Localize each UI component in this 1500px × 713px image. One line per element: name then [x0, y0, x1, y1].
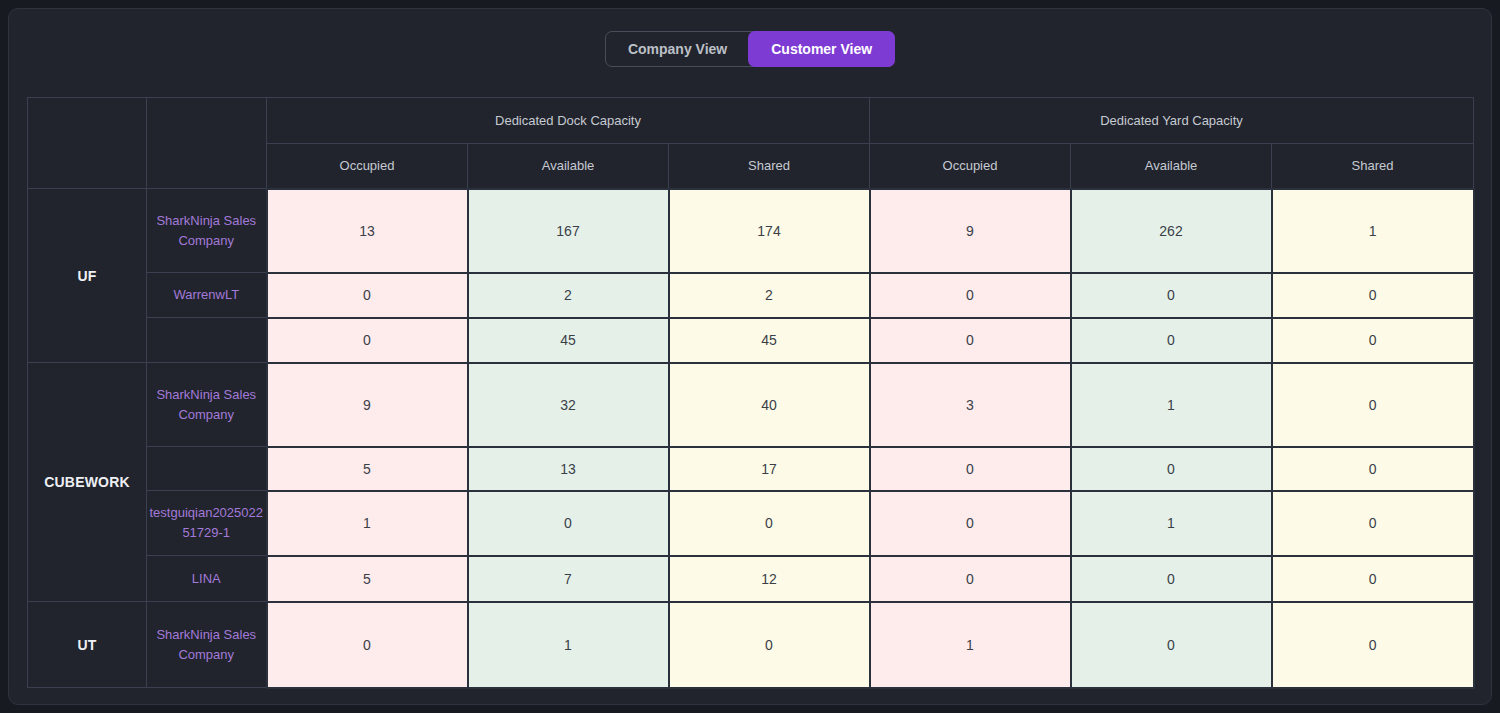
- dock-occupied-cell: 5: [267, 447, 468, 491]
- table-row: 5 13 17 0 0 0: [28, 447, 1474, 491]
- customer-cell: SharkNinja Sales Company: [147, 363, 267, 447]
- table-row: UT SharkNinja Sales Company 0 1 0 1 0 0: [28, 602, 1474, 688]
- customer-view-button[interactable]: Customer View: [748, 31, 895, 67]
- yard-occupied-cell: 3: [870, 363, 1071, 447]
- customer-cell: SharkNinja Sales Company: [147, 602, 267, 688]
- table-row: CUBEWORK SharkNinja Sales Company 9 32 4…: [28, 363, 1474, 447]
- yard-occupied-cell: 1: [870, 602, 1071, 688]
- dock-occupied-cell: 0: [267, 602, 468, 688]
- table-row: 0 45 45 0 0 0: [28, 318, 1474, 363]
- table-row: UF SharkNinja Sales Company 13 167 174 9…: [28, 189, 1474, 273]
- capacity-panel: Company View Customer View Dedicated Doc…: [8, 8, 1492, 705]
- dock-shared-cell: 45: [669, 318, 870, 363]
- dock-available-cell: 167: [468, 189, 669, 273]
- dock-occupied-header: Occupied: [267, 144, 468, 189]
- dock-available-cell: 2: [468, 273, 669, 318]
- yard-shared-cell: 0: [1272, 556, 1474, 602]
- view-toggle-row: Company View Customer View: [27, 31, 1473, 67]
- yard-available-cell: 262: [1071, 189, 1272, 273]
- dock-shared-cell: 17: [669, 447, 870, 491]
- dock-shared-cell: 174: [669, 189, 870, 273]
- customer-link[interactable]: SharkNinja Sales Company: [156, 627, 256, 662]
- yard-shared-header: Shared: [1272, 144, 1474, 189]
- table-row: testguiqian202502251729-1 1 0 0 0 1 0: [28, 491, 1474, 556]
- dock-occupied-cell: 0: [267, 318, 468, 363]
- yard-available-cell: 1: [1071, 491, 1272, 556]
- dock-available-cell: 0: [468, 491, 669, 556]
- yard-occupied-cell: 0: [870, 318, 1071, 363]
- yard-available-header: Available: [1071, 144, 1272, 189]
- company-view-button[interactable]: Company View: [606, 32, 749, 66]
- yard-occupied-header: Occupied: [870, 144, 1071, 189]
- yard-shared-cell: 0: [1272, 363, 1474, 447]
- customer-link[interactable]: SharkNinja Sales Company: [156, 213, 256, 248]
- yard-occupied-cell: 0: [870, 556, 1071, 602]
- dock-shared-header: Shared: [669, 144, 870, 189]
- dock-available-cell: 45: [468, 318, 669, 363]
- dock-shared-cell: 0: [669, 491, 870, 556]
- corner-customer-header: [147, 98, 267, 189]
- dock-available-header: Available: [468, 144, 669, 189]
- yard-occupied-cell: 9: [870, 189, 1071, 273]
- capacity-table: Dedicated Dock Capacity Dedicated Yard C…: [27, 97, 1475, 689]
- group-label-cell: UT: [28, 602, 147, 688]
- yard-occupied-cell: 0: [870, 491, 1071, 556]
- customer-link[interactable]: testguiqian202502251729-1: [150, 505, 264, 540]
- dock-occupied-cell: 1: [267, 491, 468, 556]
- yard-available-cell: 0: [1071, 602, 1272, 688]
- yard-capacity-group-header: Dedicated Yard Capacity: [870, 98, 1474, 144]
- yard-shared-cell: 0: [1272, 602, 1474, 688]
- customer-link[interactable]: SharkNinja Sales Company: [156, 387, 256, 422]
- yard-shared-cell: 0: [1272, 273, 1474, 318]
- dock-available-cell: 32: [468, 363, 669, 447]
- dock-shared-cell: 40: [669, 363, 870, 447]
- customer-cell: testguiqian202502251729-1: [147, 491, 267, 556]
- table-row: LINA 5 7 12 0 0 0: [28, 556, 1474, 602]
- dock-occupied-cell: 5: [267, 556, 468, 602]
- group-label-cell: CUBEWORK: [28, 363, 147, 602]
- customer-cell: [147, 447, 267, 491]
- yard-shared-cell: 0: [1272, 491, 1474, 556]
- dock-available-cell: 1: [468, 602, 669, 688]
- customer-cell: SharkNinja Sales Company: [147, 189, 267, 273]
- dock-occupied-cell: 9: [267, 363, 468, 447]
- dock-occupied-cell: 0: [267, 273, 468, 318]
- dock-shared-cell: 12: [669, 556, 870, 602]
- customer-cell: WarrenwLT: [147, 273, 267, 318]
- view-toggle: Company View Customer View: [605, 31, 895, 67]
- yard-available-cell: 0: [1071, 556, 1272, 602]
- table-row: WarrenwLT 0 2 2 0 0 0: [28, 273, 1474, 318]
- dock-shared-cell: 0: [669, 602, 870, 688]
- corner-group-header: [28, 98, 147, 189]
- dock-available-cell: 13: [468, 447, 669, 491]
- group-label-cell: UF: [28, 189, 147, 363]
- yard-available-cell: 0: [1071, 447, 1272, 491]
- yard-shared-cell: 0: [1272, 447, 1474, 491]
- customer-cell: [147, 318, 267, 363]
- yard-occupied-cell: 0: [870, 447, 1071, 491]
- dock-capacity-group-header: Dedicated Dock Capacity: [267, 98, 870, 144]
- customer-link[interactable]: WarrenwLT: [173, 287, 239, 302]
- dock-available-cell: 7: [468, 556, 669, 602]
- dock-occupied-cell: 13: [267, 189, 468, 273]
- yard-occupied-cell: 0: [870, 273, 1071, 318]
- yard-shared-cell: 1: [1272, 189, 1474, 273]
- yard-available-cell: 0: [1071, 318, 1272, 363]
- dock-shared-cell: 2: [669, 273, 870, 318]
- customer-cell: LINA: [147, 556, 267, 602]
- customer-link[interactable]: LINA: [192, 571, 221, 586]
- yard-shared-cell: 0: [1272, 318, 1474, 363]
- yard-available-cell: 1: [1071, 363, 1272, 447]
- yard-available-cell: 0: [1071, 273, 1272, 318]
